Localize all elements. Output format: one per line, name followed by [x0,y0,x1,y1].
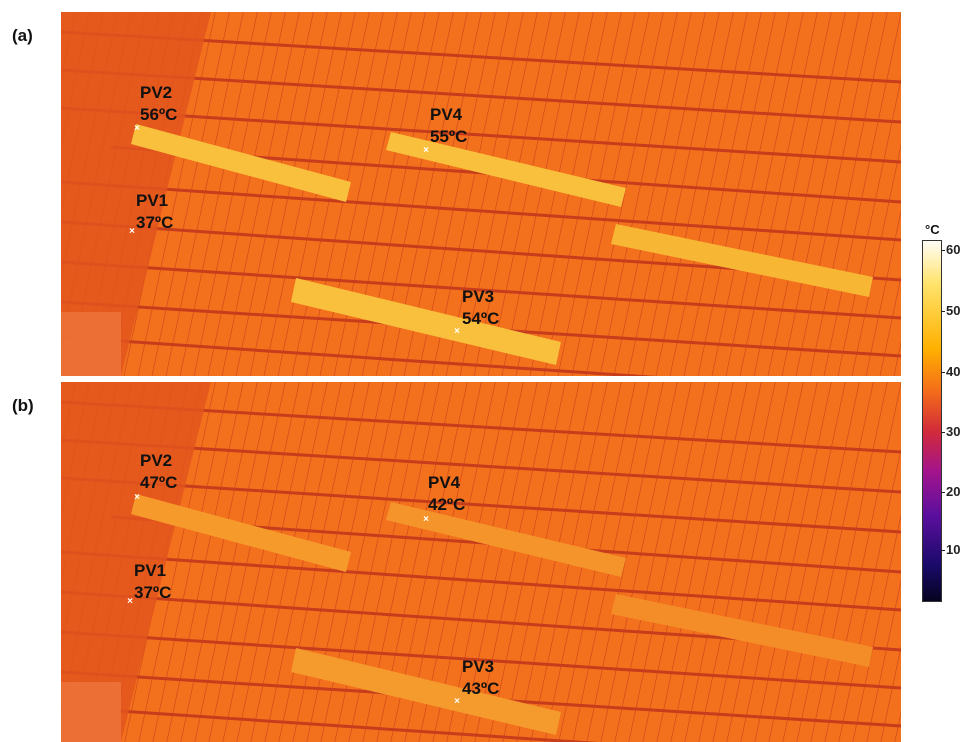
pv1-name: PV1 [134,561,167,580]
thermal-image-a [61,12,901,376]
pv2-marker: × [134,123,140,134]
thermal-image-b-canvas [61,382,901,742]
colorbar-tick-40: 40 [940,364,961,379]
pv3-temp: 43ºC [462,679,500,698]
pv2-name: PV2 [140,83,173,102]
pv1-temp: 37ºC [134,583,172,602]
pv3-temp: 54ºC [462,309,500,328]
pv4-marker: × [423,145,429,156]
pv1-temp: 37ºC [136,213,174,232]
pv4-name: PV4 [428,473,461,492]
colorbar-tick-60: 60 [940,242,961,257]
pv1-name: PV1 [136,191,169,210]
colorbar-unit: °C [925,222,940,237]
panel-a-pv2-label: PV2 56ºC [140,82,177,126]
thermal-image-a-canvas [61,12,901,376]
panel-b-letter: (b) [12,396,34,415]
colorbar-tick-20: 20 [940,484,961,499]
pv4-name: PV4 [430,105,463,124]
temperature-colorbar [922,240,942,602]
panel-a-pv4-label: PV4 55ºC [430,104,467,148]
colorbar-tick-10: 10 [940,542,961,557]
pv1-marker: × [127,596,133,607]
pv4-marker: × [423,514,429,525]
pv4-temp: 42ºC [428,495,466,514]
colorbar-tick-50: 50 [940,303,961,318]
pv2-temp: 47ºC [140,473,178,492]
pv2-temp: 56ºC [140,105,178,124]
panel-b-pv2-label: PV2 47ºC [140,450,177,494]
panel-a-pv1-label: PV1 37ºC [136,190,173,234]
pv2-marker: × [134,492,140,503]
pv4-temp: 55ºC [430,127,468,146]
panel-a-pv3-label: PV3 54ºC [462,286,499,330]
thermal-image-b [61,382,901,742]
pv2-name: PV2 [140,451,173,470]
pv3-marker: × [454,696,460,707]
colorbar-tick-30: 30 [940,424,961,439]
pv3-name: PV3 [462,657,495,676]
pv1-marker: × [129,226,135,237]
panel-b-pv4-label: PV4 42ºC [428,472,465,516]
pv3-name: PV3 [462,287,495,306]
pv3-marker: × [454,326,460,337]
panel-b-pv3-label: PV3 43ºC [462,656,499,700]
panel-a-letter: (a) [12,26,33,45]
panel-b-pv1-label: PV1 37ºC [134,560,171,604]
